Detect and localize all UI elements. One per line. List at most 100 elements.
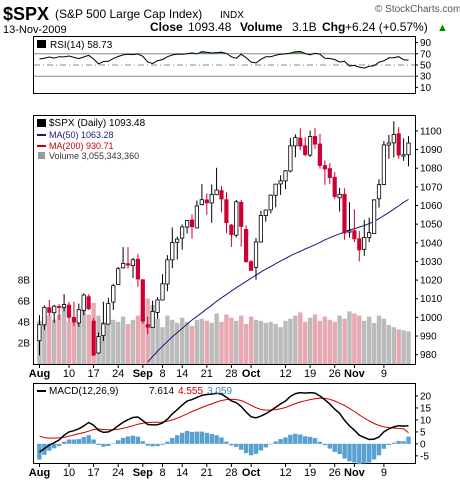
macd-histogram-bar	[253, 443, 259, 454]
x-axis-label-price: 21	[201, 368, 213, 380]
x-axis-label-price: 9	[381, 368, 387, 380]
macd-histogram-bar	[248, 443, 254, 456]
volume-bar	[42, 316, 47, 364]
macd-histogram-bar	[322, 443, 328, 446]
macd-histogram-bar	[342, 443, 347, 459]
macd-histogram-bar	[194, 431, 200, 444]
candle-body	[224, 199, 229, 223]
candle-body	[298, 137, 303, 147]
volume-bar	[229, 317, 234, 364]
macd-histogram-bar	[130, 435, 136, 444]
candle-body	[273, 183, 278, 196]
candle-body	[347, 230, 352, 233]
candle-body	[91, 320, 96, 356]
macd-line	[39, 391, 409, 453]
candle-body	[362, 236, 367, 250]
price-layer: 1100 1090 1080 1070 1060 1050 1040 1030 1020 1010…	[18, 121, 443, 364]
macd-histogram-bar	[406, 436, 411, 444]
volume-bar	[288, 318, 293, 364]
macd-histogram-bar	[52, 443, 57, 449]
macd-histogram-bar	[61, 441, 67, 444]
volume-bar	[367, 316, 372, 364]
candle-body	[293, 137, 298, 147]
price-tick-label: 1090	[420, 145, 443, 156]
price-tick-label: 1010	[420, 294, 443, 305]
header-close-value: 1093.48	[188, 20, 232, 34]
macd-histogram-bar	[120, 437, 126, 444]
macd-histogram-bar	[66, 439, 72, 444]
candle-body	[352, 230, 357, 240]
volume-bar	[273, 324, 278, 364]
price-tick-label: 1100	[420, 126, 442, 137]
macd-histogram-bar	[391, 442, 396, 444]
macd-histogram-bar	[125, 436, 131, 444]
volume-bar	[76, 320, 81, 364]
candle-body	[317, 143, 323, 166]
x-axis-label-price: 8	[159, 368, 165, 380]
volume-bar	[214, 313, 219, 364]
rsi-legend-icon	[37, 40, 46, 48]
x-axis-label-macd: 19	[304, 467, 316, 479]
volume-bar	[61, 306, 67, 364]
macd-histogram-bar	[224, 441, 229, 444]
volume-bar	[66, 321, 72, 364]
x-axis-label-macd: 9	[381, 467, 387, 479]
volume-bar	[180, 317, 185, 364]
volume-bar	[322, 316, 328, 364]
price-tick-label: 1060	[420, 201, 443, 212]
rsi-panel-frame	[33, 36, 416, 94]
macd-histogram-bar	[219, 437, 224, 444]
candle-body	[253, 241, 259, 268]
volume-bar	[56, 314, 62, 364]
price-legend-main: $SPX (Daily) 1093.48	[49, 118, 146, 129]
volume-bar	[224, 314, 229, 364]
macd-histogram-bar	[293, 433, 298, 444]
candle-body	[145, 324, 150, 328]
candle-body	[342, 193, 347, 234]
volume-bar	[307, 317, 313, 364]
candle-body	[401, 154, 406, 157]
volume-bar	[357, 315, 362, 364]
candle-body	[229, 224, 234, 236]
volume-bar	[86, 314, 91, 364]
x-axis-label-price: 26	[329, 368, 341, 380]
macd-histogram-bar	[317, 441, 323, 444]
macd-tick-label: 20	[420, 391, 432, 402]
macd-histogram-bar	[288, 434, 293, 444]
candle-body	[179, 226, 185, 239]
macd-histogram-bar	[386, 443, 391, 445]
x-axis-label-macd: 14	[176, 467, 188, 479]
candle-body	[189, 219, 195, 228]
macd-histogram-bar	[86, 435, 91, 444]
macd-histogram-bar	[160, 443, 165, 445]
macd-histogram-bar	[234, 443, 239, 447]
x-axis-label-price: Nov	[344, 368, 366, 380]
x-axis-label-macd: Oct	[242, 467, 261, 479]
candle-body	[130, 259, 135, 266]
candle-body	[332, 176, 337, 197]
macd-histogram-bar	[214, 435, 219, 444]
candle-body	[125, 263, 131, 266]
macd-histogram-bar	[189, 431, 195, 444]
macd-tick-label: -5	[420, 451, 429, 462]
price-tick-label: 1080	[420, 164, 443, 175]
macd-histogram-bar	[303, 436, 308, 444]
candle-body	[170, 242, 175, 261]
x-axis-label-macd: 17	[87, 467, 99, 479]
macd-histogram-bar	[239, 443, 244, 450]
x-axis-label-macd: 24	[112, 467, 124, 479]
x-axis-label-price: 14	[176, 368, 188, 380]
macd-histogram-bar	[76, 439, 81, 444]
macd-histogram-bar	[396, 441, 401, 444]
header-source: © StockCharts.com	[375, 4, 460, 15]
volume-tick-label: 6B	[18, 296, 31, 307]
volume-bar	[303, 321, 308, 364]
candle-body	[42, 306, 47, 326]
volume-tick-label: 8B	[18, 275, 31, 286]
macd-histogram-bar	[352, 443, 357, 463]
candle-body	[263, 209, 268, 216]
candle-body	[106, 303, 111, 325]
macd-histogram-bar	[145, 443, 150, 446]
macd-legend-v1: 7.614	[149, 386, 174, 397]
